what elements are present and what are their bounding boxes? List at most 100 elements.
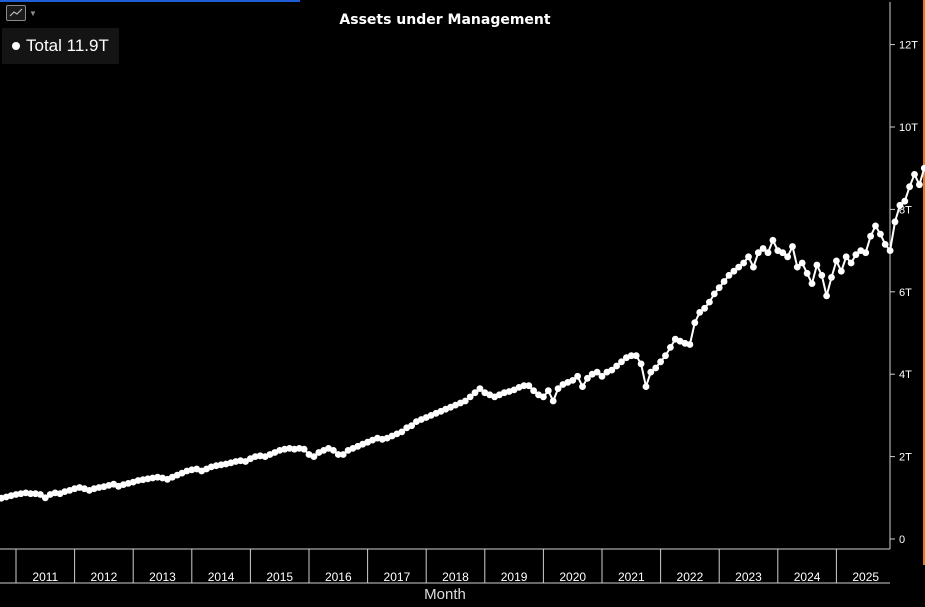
data-point	[745, 253, 752, 261]
data-point	[584, 374, 591, 382]
data-point	[662, 352, 669, 360]
x-tick-label: 2012	[91, 570, 118, 584]
data-point	[789, 243, 796, 250]
data-point	[750, 263, 757, 271]
data-point	[706, 298, 713, 306]
data-point	[330, 447, 337, 454]
data-point	[886, 247, 894, 255]
x-tick-label: 2018	[442, 570, 469, 584]
x-tick-label: 2022	[677, 570, 704, 584]
data-point	[803, 269, 811, 277]
data-point	[613, 362, 620, 370]
legend[interactable]: Total 11.9T	[2, 28, 119, 64]
data-point	[647, 368, 655, 376]
caret-down-icon[interactable]: ▼	[29, 8, 37, 18]
data-point	[593, 368, 601, 376]
data-point	[549, 397, 557, 405]
chart-title: Assets under Management	[339, 12, 551, 28]
data-point	[847, 259, 855, 267]
data-point	[759, 245, 767, 252]
x-axis-label: Month	[424, 586, 466, 603]
data-point	[37, 491, 44, 498]
data-point	[818, 271, 826, 279]
data-point	[730, 267, 738, 275]
data-point	[920, 164, 925, 172]
data-point	[627, 352, 635, 360]
x-tick-label: 2020	[559, 570, 586, 584]
x-tick-label: 2011	[32, 570, 58, 584]
data-point	[27, 490, 34, 498]
data-point	[798, 259, 806, 267]
data-point	[471, 389, 479, 397]
data-point	[916, 181, 923, 189]
data-point	[667, 344, 674, 351]
data-point	[842, 253, 850, 261]
y-tick-label: 0	[899, 534, 905, 546]
data-point	[837, 267, 845, 275]
data-point	[461, 397, 469, 405]
x-tick-label: 2015	[266, 570, 293, 584]
data-point	[339, 451, 347, 458]
data-point	[877, 230, 884, 238]
data-point	[686, 341, 694, 348]
data-point	[657, 358, 664, 366]
y-tick-label: 10T	[899, 122, 918, 134]
data-point	[725, 271, 733, 279]
chart-toolbar: ▼	[6, 5, 38, 21]
x-tick-label: 2021	[618, 570, 645, 584]
data-point	[310, 453, 318, 460]
y-tick-label: 4T	[899, 369, 912, 381]
data-point	[901, 197, 909, 205]
data-point	[793, 263, 801, 271]
x-tick-label: 2013	[149, 570, 176, 584]
data-point	[408, 422, 415, 430]
data-point	[476, 385, 484, 392]
data-point	[652, 364, 660, 372]
data-point	[867, 232, 874, 240]
data-point	[906, 183, 913, 191]
data-point	[891, 218, 899, 226]
x-tick-label: 2025	[852, 570, 879, 584]
data-point	[779, 249, 787, 257]
data-point	[833, 257, 840, 265]
data-point	[784, 253, 791, 261]
data-point	[808, 280, 816, 287]
y-tick-label: 2T	[899, 452, 912, 464]
active-tab-indicator	[0, 0, 300, 2]
x-tick-label: 2016	[325, 570, 352, 584]
data-point	[735, 263, 743, 271]
data-point	[715, 284, 723, 292]
data-point	[618, 358, 625, 366]
data-point	[300, 445, 308, 453]
data-point	[720, 278, 728, 285]
data-point	[769, 236, 777, 244]
data-point	[701, 304, 708, 312]
line-chart-icon[interactable]	[6, 5, 26, 21]
data-point	[554, 385, 562, 392]
data-point	[896, 201, 904, 209]
data-point	[911, 171, 918, 178]
data-point	[862, 249, 870, 257]
data-point	[754, 249, 762, 257]
data-point	[642, 383, 650, 390]
data-point	[569, 377, 577, 384]
data-point	[544, 387, 552, 395]
data-point	[466, 393, 474, 401]
data-point	[525, 382, 533, 390]
x-tick-label: 2019	[501, 570, 528, 584]
x-tick-label: 2024	[794, 570, 821, 584]
x-tick-label: 2023	[735, 570, 762, 584]
data-point	[872, 222, 879, 230]
data-point	[520, 382, 528, 390]
data-point	[598, 372, 606, 380]
data-point	[334, 451, 342, 458]
data-point	[828, 274, 835, 281]
data-point	[740, 259, 747, 267]
y-tick-label: 12T	[899, 40, 918, 52]
data-point	[540, 393, 547, 401]
x-tick-label: 2014	[208, 570, 235, 584]
data-point	[41, 494, 49, 502]
series-line-total	[0, 165, 925, 500]
y-tick-label: 6T	[899, 287, 912, 299]
data-point	[691, 319, 699, 327]
